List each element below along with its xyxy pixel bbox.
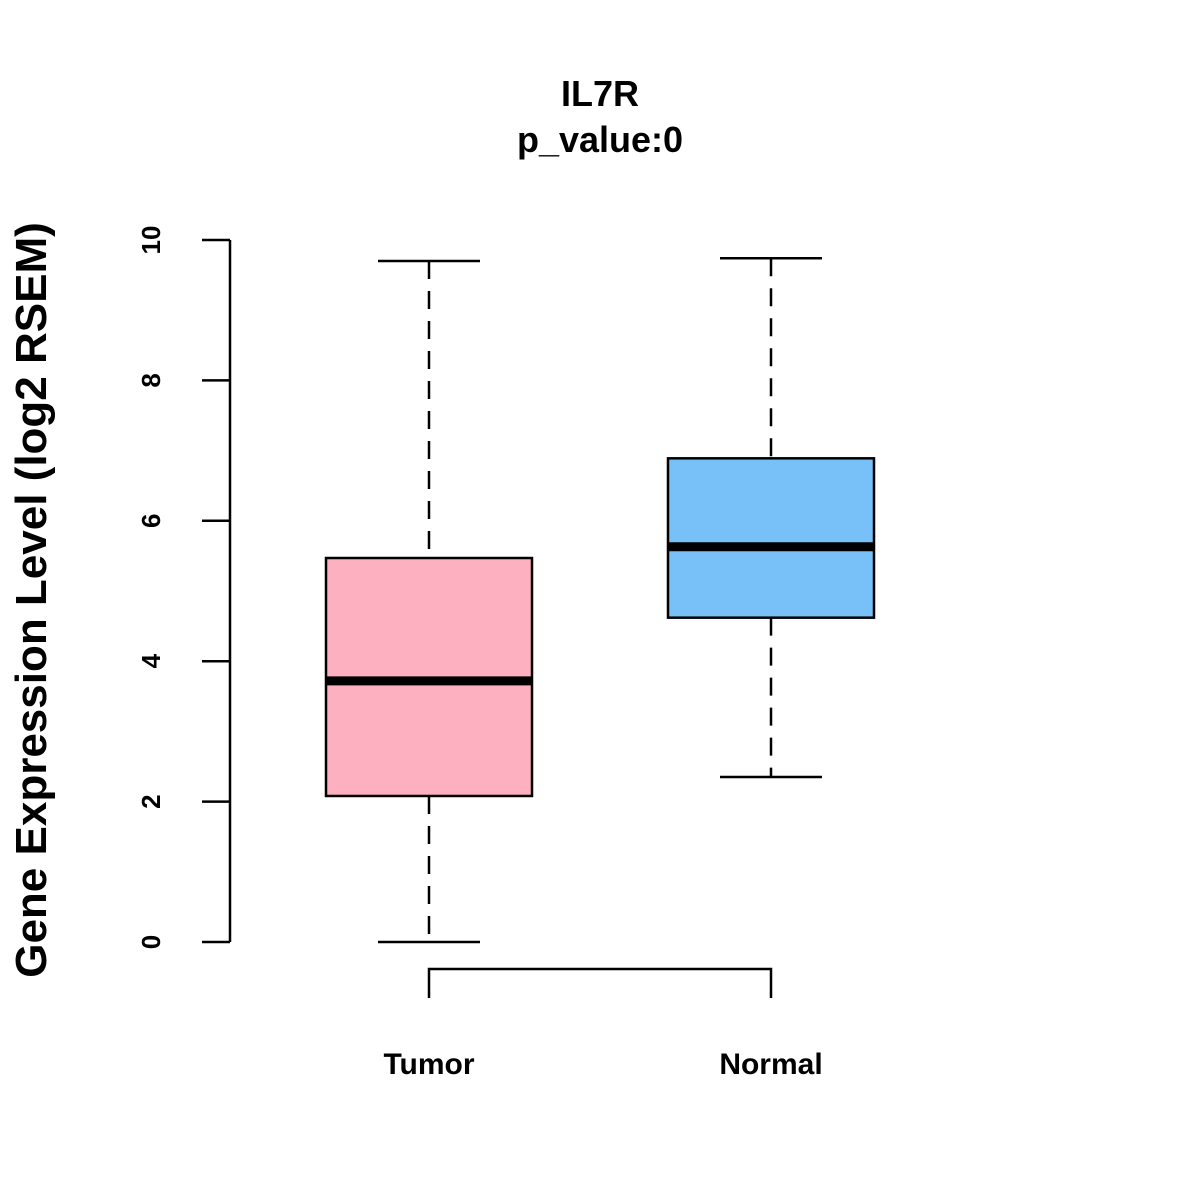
y-tick-label: 4 [136,653,166,668]
box-normal [666,257,876,779]
y-axis-title: Gene Expression Level (log2 RSEM) [7,222,56,978]
chart-subtitle: p_value:0 [517,119,683,160]
y-tick-label: 2 [136,794,166,808]
boxes-group [324,257,876,944]
category-label-normal: Normal [719,1048,822,1081]
chart-title: IL7R [561,73,639,114]
category-label-tumor: Tumor [383,1048,474,1081]
box-tumor [324,259,534,944]
box-iqr [666,457,876,619]
y-tick-label: 0 [136,935,166,949]
comparison-bracket-group [427,967,773,998]
comparison-bracket [427,967,773,998]
x-axis-labels: Tumor Normal [383,1048,822,1081]
y-tick-label: 6 [136,514,166,528]
y-axis: 0 2 4 6 8 10 [136,226,232,949]
y-tick-label: 10 [136,226,166,255]
y-tick-label: 8 [136,373,166,387]
